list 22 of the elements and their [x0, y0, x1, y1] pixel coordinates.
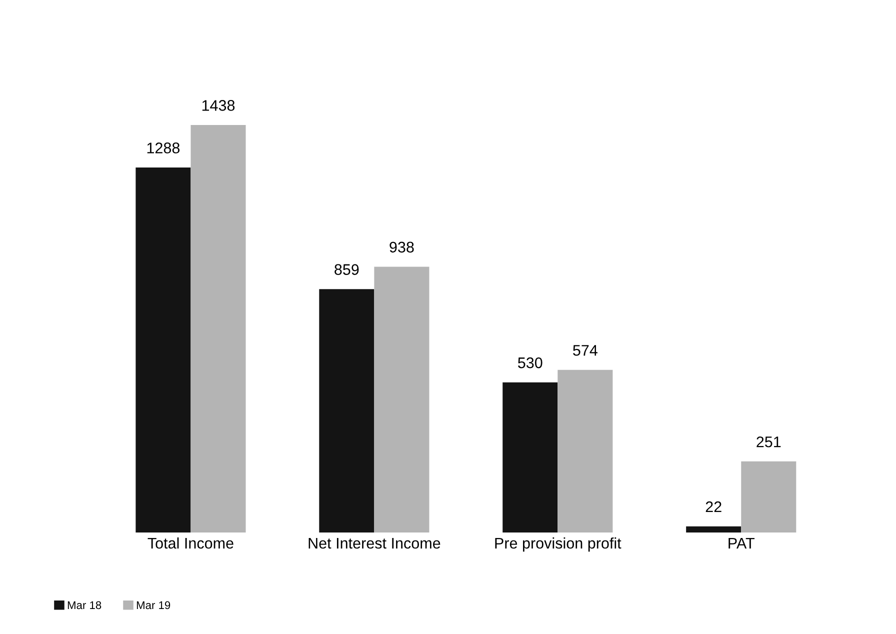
data-label: 859 [334, 264, 359, 275]
bar [741, 461, 796, 533]
bar [136, 168, 191, 533]
bar [502, 382, 558, 533]
bar [686, 526, 742, 533]
data-label: 530 [518, 357, 542, 368]
data-label: 22 [706, 501, 722, 512]
legend-label: Mar 18 [68, 601, 102, 610]
legend-label: Mar 19 [136, 601, 170, 610]
data-label: 1288 [147, 142, 180, 154]
data-label: 251 [756, 436, 781, 448]
data-label: 938 [390, 242, 414, 253]
x-tick-label: PAT [728, 538, 754, 548]
data-label: 574 [573, 345, 598, 356]
bar [319, 289, 374, 533]
x-tick-label: Total Income [148, 537, 234, 549]
x-tick-label: Pre provision profit [495, 537, 622, 552]
x-tick-label: Net Interest Income [308, 538, 440, 549]
bar [558, 370, 613, 533]
data-label: 1438 [202, 100, 235, 111]
bar [374, 266, 430, 533]
bar [190, 124, 246, 533]
